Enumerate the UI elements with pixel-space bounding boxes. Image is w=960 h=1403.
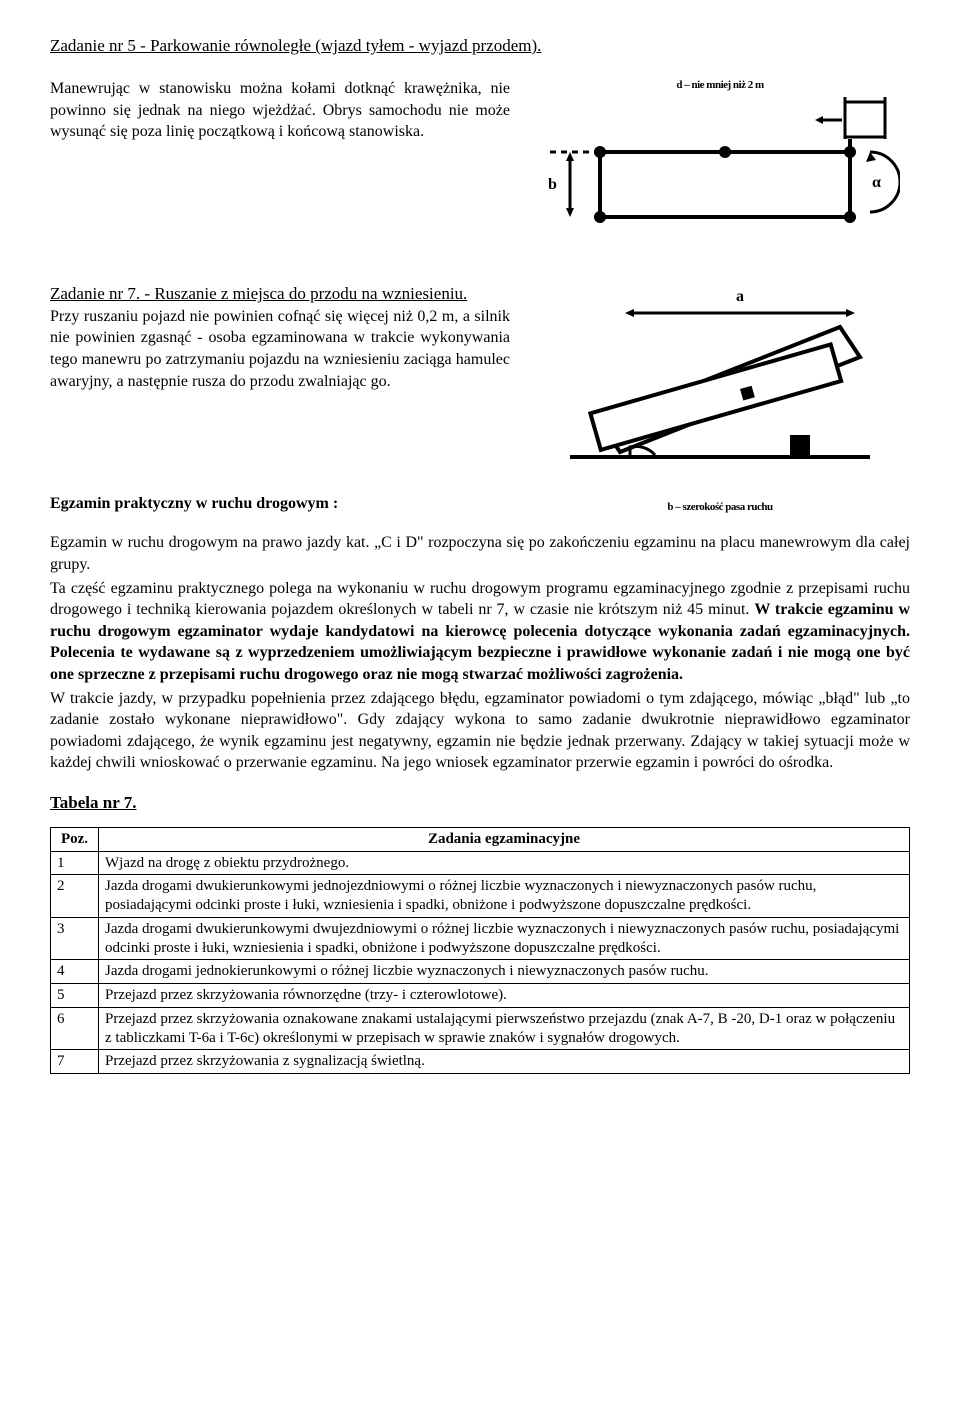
table-row: 2Jazda drogami dwukierunkowymi jednojezd… <box>51 875 910 918</box>
diagram2-legend: b – szerokość pasa ruchu <box>530 500 910 515</box>
exam-tasks-table: Poz. Zadania egzaminacyjne 1Wjazd na dro… <box>50 827 910 1074</box>
task7-diagram-col: a <box>530 283 910 475</box>
task7-row: Zadanie nr 7. - Ruszanie z miejsca do pr… <box>50 283 910 475</box>
practical-para3: W trakcie jazdy, w przypadku popełnienia… <box>50 688 910 774</box>
cell-task: Przejazd przez skrzyżowania oznakowane z… <box>99 1007 910 1050</box>
table-row: 4Jazda drogami jednokierunkowymi o różne… <box>51 960 910 984</box>
th-zad: Zadania egzaminacyjne <box>99 827 910 851</box>
practical-heading: Egzamin praktyczny w ruchu drogowym : <box>50 495 338 512</box>
cell-task: Przejazd przez skrzyżowania z sygnalizac… <box>99 1050 910 1074</box>
cell-poz: 6 <box>51 1007 99 1050</box>
table-row: 3Jazda drogami dwukierunkowymi dwujezdni… <box>51 917 910 960</box>
label-alpha: α <box>872 174 881 191</box>
task7-body: Przy ruszaniu pojazd nie powinien cofnąć… <box>50 306 510 392</box>
cell-task: Wjazd na drogę z obiektu przydrożnego. <box>99 851 910 875</box>
task5-diagram-col: d – nie mniej niż 2 m d b <box>530 78 910 265</box>
label-a: a <box>736 288 744 305</box>
cell-poz: 7 <box>51 1050 99 1074</box>
label-b: b <box>548 176 557 193</box>
table-row: 7Przejazd przez skrzyżowania z sygnaliza… <box>51 1050 910 1074</box>
cell-poz: 5 <box>51 984 99 1008</box>
practical-para2: Ta część egzaminu praktycznego polega na… <box>50 578 910 686</box>
cell-poz: 3 <box>51 917 99 960</box>
table-row: 6Przejazd przez skrzyżowania oznakowane … <box>51 1007 910 1050</box>
cell-task: Jazda drogami jednokierunkowymi o różnej… <box>99 960 910 984</box>
cell-poz: 4 <box>51 960 99 984</box>
task7-title: Zadanie nr 7. - Ruszanie z miejsca do pr… <box>50 284 467 303</box>
practical-para1: Egzamin w ruchu drogowym na prawo jazdy … <box>50 532 910 575</box>
task5-text: Manewrując w stanowisku można kołami dot… <box>50 78 510 265</box>
task7-text-col: Zadanie nr 7. - Ruszanie z miejsca do pr… <box>50 283 510 475</box>
cell-task: Przejazd przez skrzyżowania równorzędne … <box>99 984 910 1008</box>
task5-row: Manewrując w stanowisku można kołami dot… <box>50 78 910 265</box>
table-row: 5Przejazd przez skrzyżowania równorzędne… <box>51 984 910 1008</box>
parking-diagram: d b α <box>540 97 900 257</box>
table-row: 1Wjazd na drogę z obiektu przydrożnego. <box>51 851 910 875</box>
diagram1-caption: d – nie mniej niż 2 m <box>530 78 910 93</box>
cell-poz: 1 <box>51 851 99 875</box>
cell-task: Jazda drogami dwukierunkowymi jednojezdn… <box>99 875 910 918</box>
label-d: d <box>858 97 866 101</box>
cell-task: Jazda drogami dwukierunkowymi dwujezdnio… <box>99 917 910 960</box>
task5-title: Zadanie nr 5 - Parkowanie równoległe (wj… <box>50 35 910 58</box>
incline-diagram: a <box>570 287 870 467</box>
th-poz: Poz. <box>51 827 99 851</box>
cell-poz: 2 <box>51 875 99 918</box>
practical-heading-row: Egzamin praktyczny w ruchu drogowym : b … <box>50 493 910 515</box>
table-title: Tabela nr 7. <box>50 792 910 815</box>
